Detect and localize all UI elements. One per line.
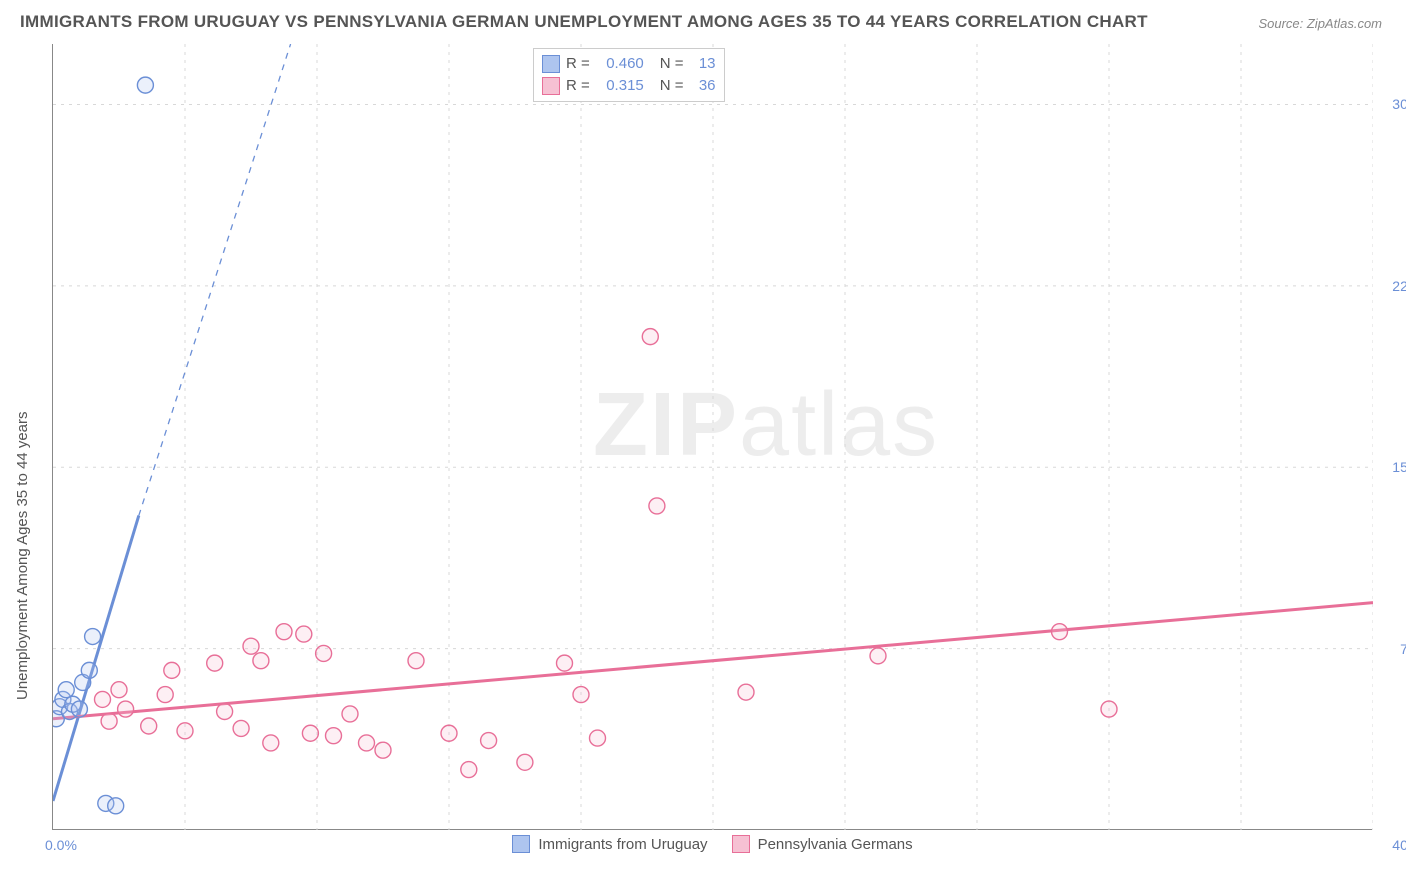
r-value-uruguay: 0.460 xyxy=(596,53,644,75)
chart-svg xyxy=(53,44,1373,830)
r-value-pennsylvania: 0.315 xyxy=(596,75,644,97)
correlation-legend: R = 0.460 N = 13 R = 0.315 N = 36 xyxy=(533,48,725,102)
x-axis-tick-end: 40.0% xyxy=(1380,837,1406,853)
y-axis-tick: 22.5% xyxy=(1380,278,1406,294)
n-label: N = xyxy=(660,75,684,97)
y-axis-tick: 15.0% xyxy=(1380,459,1406,475)
n-value-uruguay: 13 xyxy=(690,53,716,75)
swatch-pennsylvania-bottom xyxy=(732,835,750,853)
legend-item-uruguay: Immigrants from Uruguay xyxy=(512,835,707,853)
r-label: R = xyxy=(566,75,590,97)
swatch-pennsylvania xyxy=(542,77,560,95)
r-label: R = xyxy=(566,53,590,75)
source-attribution: Source: ZipAtlas.com xyxy=(1258,16,1382,31)
chart-title: IMMIGRANTS FROM URUGUAY VS PENNSYLVANIA … xyxy=(20,12,1148,32)
plot-area: ZIPatlas 7.5%15.0%22.5%30.0% 0.0% 40.0% … xyxy=(52,44,1372,830)
y-axis-tick: 7.5% xyxy=(1380,641,1406,657)
y-axis-label: Unemployment Among Ages 35 to 44 years xyxy=(14,411,31,700)
swatch-uruguay-bottom xyxy=(512,835,530,853)
n-label: N = xyxy=(660,53,684,75)
legend-row-uruguay: R = 0.460 N = 13 xyxy=(542,53,716,75)
legend-label-pennsylvania: Pennsylvania Germans xyxy=(758,836,913,853)
swatch-uruguay xyxy=(542,55,560,73)
legend-item-pennsylvania: Pennsylvania Germans xyxy=(732,835,913,853)
n-value-pennsylvania: 36 xyxy=(690,75,716,97)
legend-label-uruguay: Immigrants from Uruguay xyxy=(538,836,707,853)
series-legend: Immigrants from Uruguay Pennsylvania Ger… xyxy=(53,835,1372,853)
y-axis-tick: 30.0% xyxy=(1380,96,1406,112)
legend-row-pennsylvania: R = 0.315 N = 36 xyxy=(542,75,716,97)
